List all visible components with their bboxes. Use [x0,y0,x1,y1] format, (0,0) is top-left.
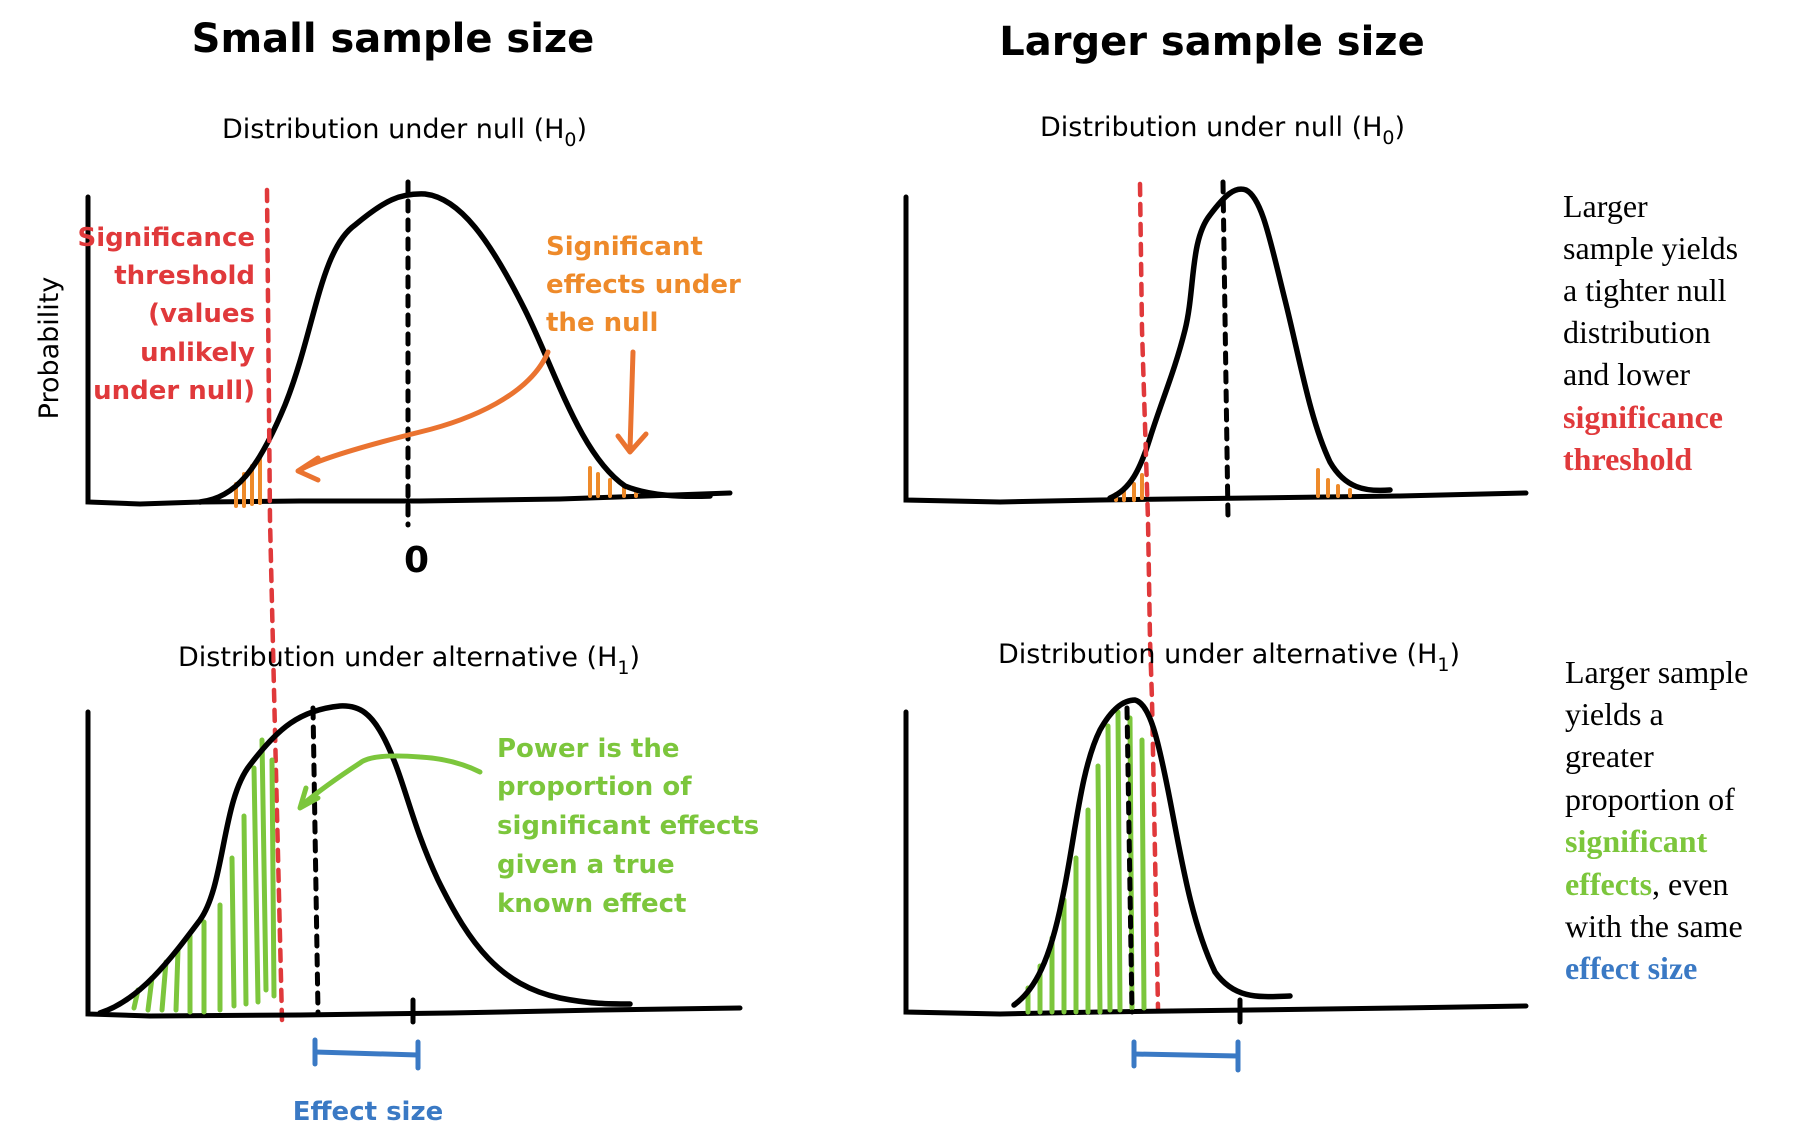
right-alt-label: Distribution under alternative (H1) [998,639,1460,676]
left-significance-threshold-line [264,187,285,1023]
svg-text:effect size: effect size [1565,950,1697,986]
svg-text:and lower: and lower [1563,356,1690,392]
svg-text:sample yields: sample yields [1563,230,1738,266]
left-null-curve [197,191,713,505]
effect-size-label: Effect size [293,1097,444,1127]
svg-text:Larger sample: Larger sample [1565,654,1748,690]
left-null-label: Distribution under null (H0) [222,114,587,151]
right-alt-center-line [1124,705,1135,1015]
svg-text:greater: greater [1565,738,1654,774]
left-zero-tick-label: 0 [404,540,429,581]
y-axis-label: Probability [34,277,65,420]
left-effect-size-bracket [312,1037,421,1071]
significant-effects-note: Significant effects under the null [546,232,741,338]
left-power-hatch [131,737,277,1015]
svg-text:proportion of: proportion of [497,772,692,802]
svg-text:proportion of: proportion of [1565,781,1735,817]
green-arrow [297,753,483,811]
svg-text:Larger: Larger [1563,188,1648,224]
orange-arrow-left-tail [297,349,551,473]
svg-text:effects, even: effects, even [1565,866,1728,902]
right-null-plot: Distribution under null (H0) [903,112,1529,521]
right-effect-size-bracket [1131,1039,1241,1073]
svg-text:threshold: threshold [114,261,255,291]
left-null-tail-hatch [234,457,638,508]
left-alt-axes [85,709,743,1019]
svg-text:yields a: yields a [1565,696,1664,732]
right-note-top: Larger sample yields a tighter null dist… [1563,188,1738,477]
svg-text:given a true: given a true [497,850,675,880]
right-alt-plot: Distribution under alternative (H1) [903,639,1529,1073]
left-null-plot: Distribution under null (H0) Probability… [34,114,733,581]
significance-threshold-note: Significance threshold (values unlikely … [78,223,256,406]
orange-arrow-right-tail [627,349,636,453]
svg-text:significant effects: significant effects [497,811,759,841]
right-null-curve [1107,186,1393,501]
right-null-label: Distribution under null (H0) [1040,112,1405,149]
orange-arrows [295,349,649,483]
left-alt-label: Distribution under alternative (H1) [178,642,640,679]
svg-text:the null: the null [546,308,658,338]
right-significance-threshold-line [1137,181,1161,1011]
svg-text:effects under: effects under [546,270,741,300]
right-panel-title: Larger sample size [999,19,1424,65]
svg-text:known effect: known effect [497,889,686,919]
svg-text:(values: (values [148,299,255,329]
svg-text:significance: significance [1563,399,1723,435]
left-panel-title: Small sample size [192,16,595,62]
power-note: Power is the proportion of significant e… [497,734,759,919]
svg-text:unlikely: unlikely [140,338,255,368]
svg-text:Significant: Significant [546,232,703,262]
left-alt-curve [97,703,633,1016]
svg-text:Power is the: Power is the [497,734,679,764]
right-note-bottom: Larger sample yields a greater proportio… [1565,654,1748,986]
svg-text:significant: significant [1565,823,1708,859]
right-alt-curve [1011,697,1293,1008]
svg-text:Significance: Significance [78,223,255,253]
right-null-axes [903,194,1529,505]
svg-text:under null): under null) [93,376,255,406]
svg-text:distribution: distribution [1563,314,1711,350]
svg-text:with the same: with the same [1565,908,1743,944]
svg-text:a tighter null: a tighter null [1563,272,1727,308]
right-null-center-line [1220,179,1231,521]
left-alt-plot: Distribution under alternative (H1) [85,642,743,1127]
svg-text:threshold: threshold [1563,441,1692,477]
left-alt-center-line [310,705,321,1015]
